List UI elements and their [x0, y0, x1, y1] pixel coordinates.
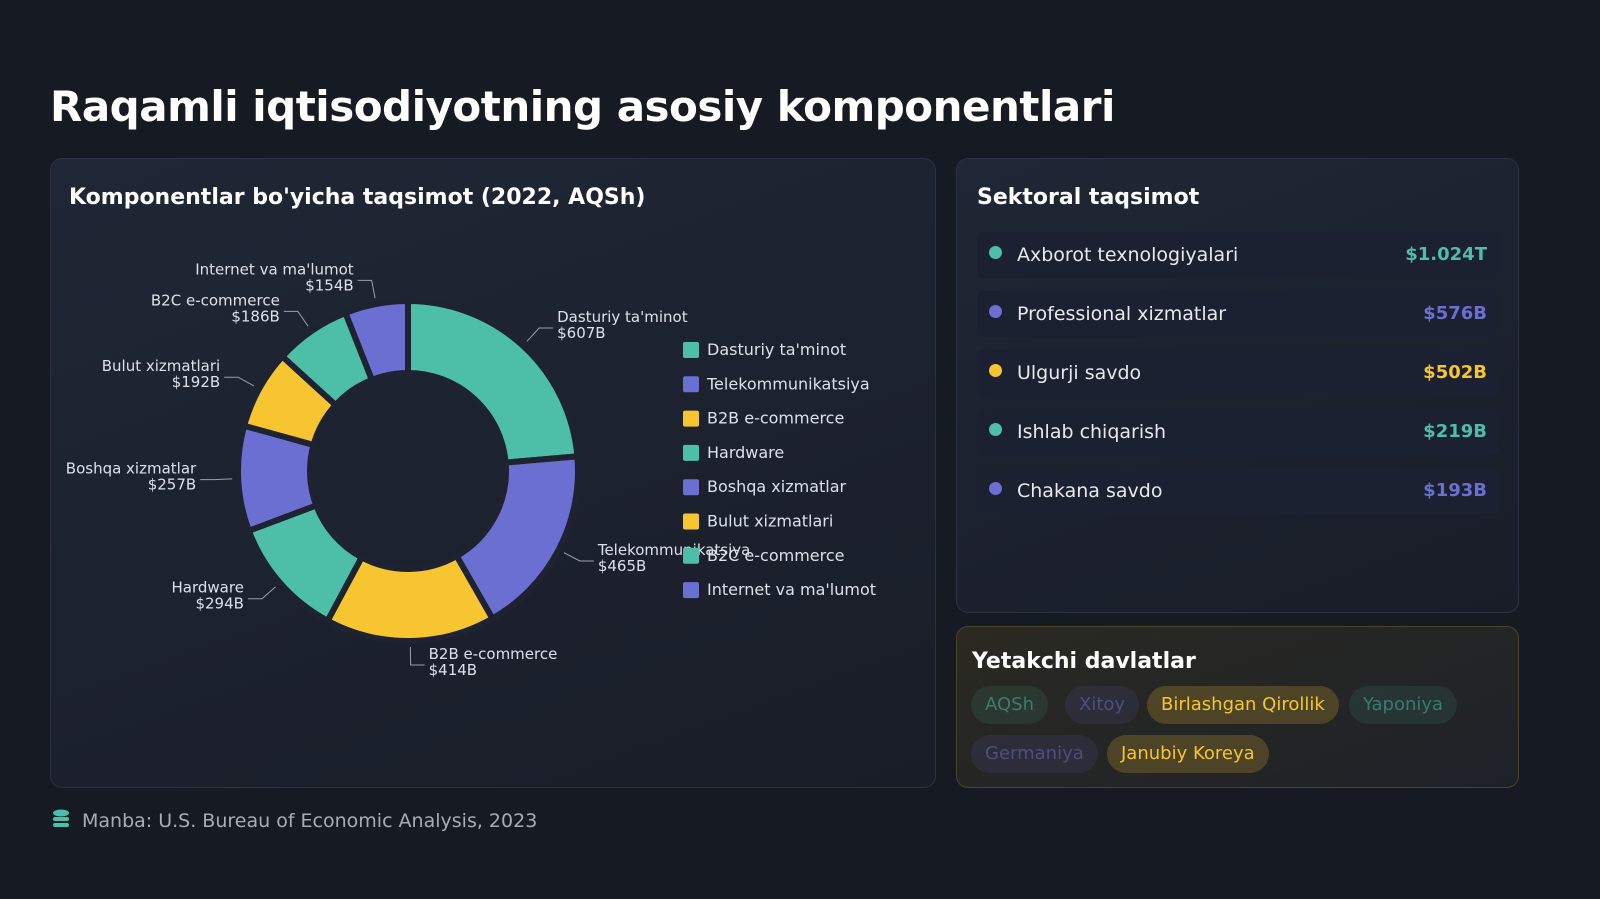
- donut-slice: [341, 297, 411, 384]
- sector-row: Ishlab chiqarish $219B: [977, 409, 1499, 455]
- sector-name: Chakana savdo: [1017, 480, 1163, 502]
- leader-line: [563, 552, 594, 562]
- sector-dot: [989, 305, 1002, 318]
- sector-title: Sektoral taqsimot: [977, 185, 1200, 210]
- legend-label: Bulut xizmatlari: [707, 512, 833, 531]
- sector-value: $193B: [1423, 480, 1487, 501]
- leader-line: [247, 586, 276, 600]
- country-tag: Germaniya: [971, 735, 1098, 773]
- legend-swatch: [683, 547, 699, 564]
- slice-label: Internet va ma'lumot: [195, 260, 354, 278]
- slice-value: $414B: [429, 661, 477, 679]
- slice-label: B2B e-commerce: [429, 645, 558, 663]
- slice-label: Telekommunikatsiya: [597, 541, 751, 559]
- legend-label: Dasturiy ta'minot: [707, 340, 846, 359]
- country-tag: Birlashgan Qirollik: [1147, 686, 1339, 724]
- sector-row: Professional xizmatlar $576B: [977, 291, 1499, 337]
- legend-label: Internet va ma'lumot: [707, 580, 876, 599]
- slice-value: $257B: [148, 476, 196, 494]
- leader-line: [283, 310, 309, 327]
- country-tag: Janubiy Koreya: [1107, 735, 1269, 773]
- sector-value: $502B: [1423, 362, 1487, 383]
- slice-label: Bulut xizmatlari: [102, 357, 220, 375]
- legend-swatch: [683, 342, 699, 358]
- legend-swatch: [683, 444, 699, 461]
- source-icon: [53, 809, 69, 827]
- chart-title: Komponentlar bo'yicha taqsimot (2022, AQ…: [69, 185, 646, 210]
- chart: Dasturiy ta'minot$607BTelekommunikatsiya…: [66, 260, 876, 679]
- sector-name: Axborot texnologiyalari: [1017, 244, 1239, 266]
- sector-row: Ulgurji savdo $502B: [977, 350, 1499, 396]
- legend-label: Telekommunikatsiya: [706, 374, 870, 393]
- slice-label: Boshqa xizmatlar: [66, 460, 197, 478]
- country-tag: Xitoy: [1065, 686, 1140, 724]
- country-panel: Yetakchi davlatlar AQSh Xitoy Birlashgan Q…: [956, 626, 1519, 788]
- slice-label: Hardware: [172, 579, 244, 597]
- leader-line: [409, 646, 425, 666]
- slice-value: $192B: [172, 373, 220, 391]
- legend-swatch: [683, 410, 699, 427]
- sector-name: Ishlab chiqarish: [1017, 421, 1167, 443]
- sector-value: $1.024T: [1405, 244, 1487, 265]
- sector-dot: [989, 423, 1002, 436]
- legend-swatch: [683, 479, 699, 496]
- country-tag: Yaponiya: [1349, 686, 1458, 724]
- sector-dot: [989, 246, 1002, 259]
- source: Manba: U.S. Bureau of Economic Analysis,…: [82, 810, 538, 832]
- leader-line: [224, 376, 255, 387]
- sector-panel: Sektoral taqsimot Axborot texnologiyalar…: [956, 158, 1519, 613]
- slice-value: $186B: [231, 307, 279, 325]
- legend-label: Hardware: [707, 443, 784, 462]
- leader-line: [526, 327, 554, 342]
- legend-swatch: [683, 376, 699, 393]
- donut-slice: [405, 297, 581, 466]
- legend-swatch: [683, 582, 699, 599]
- slice-value: $465B: [598, 557, 646, 575]
- slice-value: $607B: [557, 324, 605, 342]
- sector-name: Professional xizmatlar: [1017, 303, 1227, 325]
- leader-line: [357, 279, 376, 299]
- leader-line: [200, 478, 233, 481]
- slice-value: $154B: [305, 276, 353, 294]
- chart-panel: Komponentlar bo'yicha taqsimot (2022, AQ…: [50, 158, 936, 788]
- legend-label: B2B e-commerce: [707, 409, 844, 428]
- sector-value: $219B: [1423, 421, 1487, 442]
- legend-swatch: [683, 513, 699, 530]
- page-title: Raqamli iqtisodiyotning asosiy komponent…: [50, 82, 1115, 131]
- legend-label: Boshqa xizmatlar: [707, 477, 847, 496]
- sector-dot: [989, 482, 1002, 495]
- country-tag: AQSh: [971, 686, 1048, 724]
- slice-label: Dasturiy ta'minot: [557, 308, 688, 326]
- sector-value: $576B: [1423, 303, 1487, 324]
- slice-value: $294B: [195, 595, 243, 613]
- sector-dot: [989, 364, 1002, 377]
- legend-label: B2C e-commerce: [707, 546, 845, 565]
- slice-label: B2C e-commerce: [151, 291, 280, 309]
- sector-row: Axborot texnologiyalari $1.024T: [977, 232, 1499, 278]
- country-title: Yetakchi davlatlar: [972, 649, 1196, 674]
- sector-row: Chakana savdo $193B: [977, 468, 1499, 514]
- sector-name: Ulgurji savdo: [1017, 362, 1142, 384]
